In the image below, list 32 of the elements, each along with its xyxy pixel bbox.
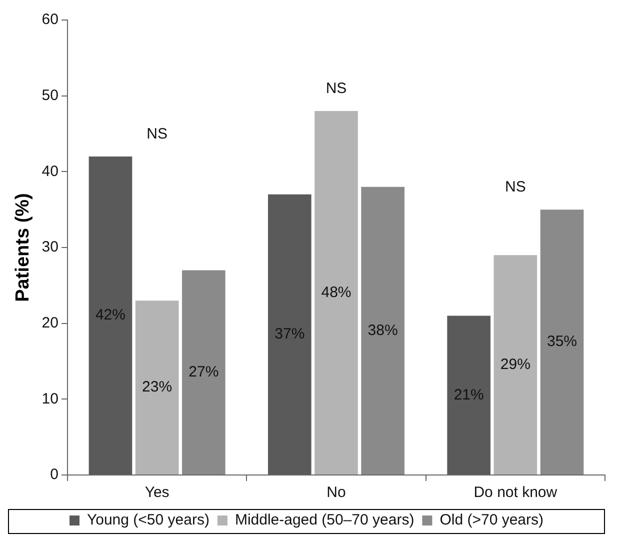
bar bbox=[314, 111, 358, 474]
y-tick-label: 40 bbox=[42, 162, 58, 180]
legend-label: Young (<50 years) bbox=[86, 512, 210, 529]
y-tick-label: 10 bbox=[42, 390, 58, 408]
bar bbox=[135, 300, 179, 474]
bar bbox=[494, 255, 538, 474]
x-tick-label: Do not know bbox=[474, 484, 558, 502]
y-tick-label: 30 bbox=[42, 238, 58, 256]
annotation: NS bbox=[326, 80, 347, 98]
annotation: NS bbox=[504, 178, 526, 196]
bar bbox=[361, 186, 404, 474]
data-label: 42% bbox=[95, 306, 126, 324]
bar bbox=[182, 270, 226, 474]
y-tick-label: 50 bbox=[42, 86, 58, 104]
data-label: 38% bbox=[368, 322, 398, 339]
data-label: 23% bbox=[142, 378, 172, 396]
bar bbox=[540, 210, 584, 474]
data-label: 27% bbox=[188, 364, 219, 381]
data-label: 48% bbox=[321, 284, 352, 301]
y-tick-label: 0 bbox=[50, 466, 58, 484]
data-label: 21% bbox=[454, 386, 484, 404]
x-tick-label: No bbox=[326, 484, 346, 502]
annotation: NS bbox=[146, 126, 168, 143]
y-tick-label: 60 bbox=[42, 11, 58, 28]
legend-label: Old (>70 years) bbox=[440, 512, 544, 529]
y-axis-title: Patients (%) bbox=[12, 193, 34, 302]
y-tick-label: 20 bbox=[42, 314, 58, 332]
x-tick-label: Yes bbox=[144, 484, 170, 502]
legend-label: Middle-aged (50–70 years) bbox=[234, 512, 414, 529]
data-label: 29% bbox=[500, 356, 530, 373]
data-label: 37% bbox=[274, 326, 305, 343]
data-label: 35% bbox=[546, 333, 578, 350]
